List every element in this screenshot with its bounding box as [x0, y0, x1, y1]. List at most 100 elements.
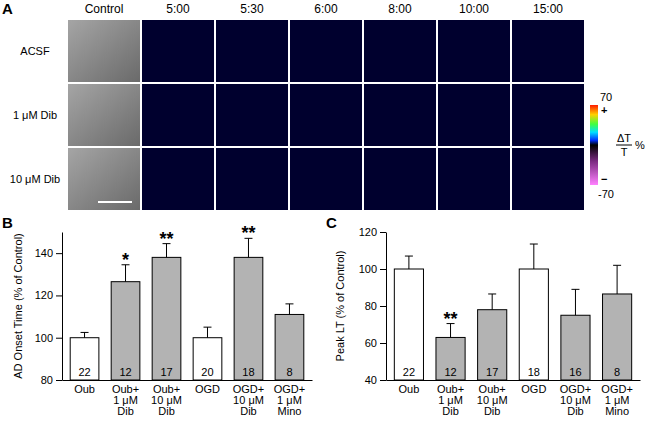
x-tick-label-line: Mino: [278, 405, 302, 417]
y-tick-label: 60: [365, 337, 377, 349]
x-tick: Oub: [399, 380, 420, 395]
y-tick: 100: [35, 332, 62, 344]
column-header: 6:00: [314, 2, 338, 16]
y-tick-mark: [380, 232, 386, 233]
x-tick-label-line: Dib: [442, 405, 459, 417]
sample-size: 18: [242, 366, 254, 378]
y-tick: 100: [359, 263, 386, 275]
colorbar-label-numerator: ΔT: [617, 132, 631, 144]
colorbar-label-unit: %: [635, 139, 645, 151]
x-tick-label: OGD: [521, 383, 546, 395]
colorbar-minus: −: [601, 173, 607, 185]
y-tick-mark: [56, 338, 62, 339]
x-tick-label: Oub: [399, 383, 420, 395]
column-header: 5:30: [240, 2, 264, 16]
y-tick-mark: [380, 380, 386, 381]
error-bar-stem: [408, 256, 409, 269]
significance-marker: **: [160, 229, 174, 249]
x-axis: OubOub+1 μMDibOub+10 μMDibOGDOGD+10 μMDi…: [387, 380, 641, 417]
bar: [111, 282, 140, 380]
image-frame: [290, 148, 362, 210]
colorbar-label-denominator: T: [621, 146, 628, 158]
significance-marker: *: [122, 250, 129, 270]
error-bar: [571, 289, 579, 315]
error-bar: [405, 256, 413, 269]
image-frame: [142, 148, 214, 210]
plot-area: [70, 238, 304, 380]
x-tick: Oub+10 μMDib: [477, 380, 508, 417]
error-bar-cap: [488, 293, 496, 294]
figure: AControl5:005:306:008:0010:0015:00ACSF1 …: [0, 0, 648, 424]
x-tick-label-line: Oub: [399, 383, 420, 395]
error-bar-cap: [81, 332, 89, 333]
x-tick-label-line: Dib: [158, 405, 175, 417]
error-bar-cap: [613, 265, 621, 266]
error-bar-stem: [84, 332, 85, 337]
column-header: 10:00: [459, 2, 489, 16]
x-tick-label: OGD+1 μMMino: [601, 383, 632, 417]
bar: [193, 338, 222, 380]
x-tick-label: Oub: [74, 383, 95, 395]
sample-size: 20: [201, 366, 213, 378]
image-frame: [438, 148, 510, 210]
bar: [275, 314, 304, 380]
sample-size: 17: [486, 366, 498, 378]
colorbar-tick-label: 70: [600, 91, 612, 103]
x-tick: Oub: [74, 380, 95, 395]
x-tick-label-line: Mino: [605, 405, 629, 417]
bar: [394, 269, 423, 380]
x-tick-label-line: OGD: [195, 383, 220, 395]
error-bar-stem: [575, 289, 576, 315]
image-frame: [142, 20, 214, 82]
y-tick-mark: [380, 306, 386, 307]
bar: [519, 269, 548, 380]
y-tick: 80: [41, 374, 62, 386]
sample-size: 22: [78, 366, 90, 378]
error-bar-stem: [207, 327, 208, 338]
y-axis-line: [386, 233, 387, 381]
scale-bar: [98, 201, 132, 203]
x-tick-label: Oub+10 μMDib: [477, 383, 508, 417]
y-tick: 60: [365, 337, 386, 349]
x-tick-label-line: Dib: [117, 405, 134, 417]
image-frame: [290, 20, 362, 82]
x-axis-line: [387, 380, 641, 381]
image-frame: [364, 148, 436, 210]
y-tick: 120: [359, 226, 386, 238]
column-header: 8:00: [388, 2, 412, 16]
sample-size: 22: [403, 366, 415, 378]
x-tick-label: OGD+10 μMDib: [233, 383, 264, 417]
image-frame: [216, 84, 288, 146]
x-tick: OGD+1 μMMino: [601, 380, 632, 417]
x-tick-label-line: Dib: [484, 405, 501, 417]
error-bar: [488, 294, 496, 310]
bar: [70, 338, 99, 380]
y-tick-label: 80: [41, 374, 53, 386]
column-header: 15:00: [533, 2, 563, 16]
error-bar-stem: [492, 294, 493, 310]
row-label: ACSF: [20, 45, 50, 57]
y-tick-mark: [56, 253, 62, 254]
y-tick: 80: [365, 300, 386, 312]
image-frame: [512, 84, 584, 146]
x-tick: OGD+10 μMDib: [233, 380, 264, 417]
x-tick: Oub+10 μMDib: [151, 380, 182, 417]
error-bar-cap: [571, 289, 579, 290]
y-axis-title: AD Onset Time (% of Control): [12, 233, 24, 379]
colorbar-plus: +: [601, 104, 607, 116]
sample-size: 8: [614, 366, 620, 378]
sample-size: 18: [528, 366, 540, 378]
x-tick: OGD+10 μMDib: [560, 380, 591, 417]
error-bar: [530, 244, 538, 269]
y-axis: 80100120140: [35, 233, 63, 387]
sample-size: 16: [569, 366, 581, 378]
y-tick: 140: [35, 247, 62, 259]
error-bar-cap: [203, 327, 211, 328]
image-frame: [364, 84, 436, 146]
error-bar-cap: [530, 244, 538, 245]
y-tick-mark: [56, 295, 62, 296]
error-bar: [81, 332, 89, 337]
y-axis: 406080100120: [359, 226, 387, 386]
sample-size: 12: [119, 366, 131, 378]
colorbar-tick-label: -70: [598, 188, 614, 200]
